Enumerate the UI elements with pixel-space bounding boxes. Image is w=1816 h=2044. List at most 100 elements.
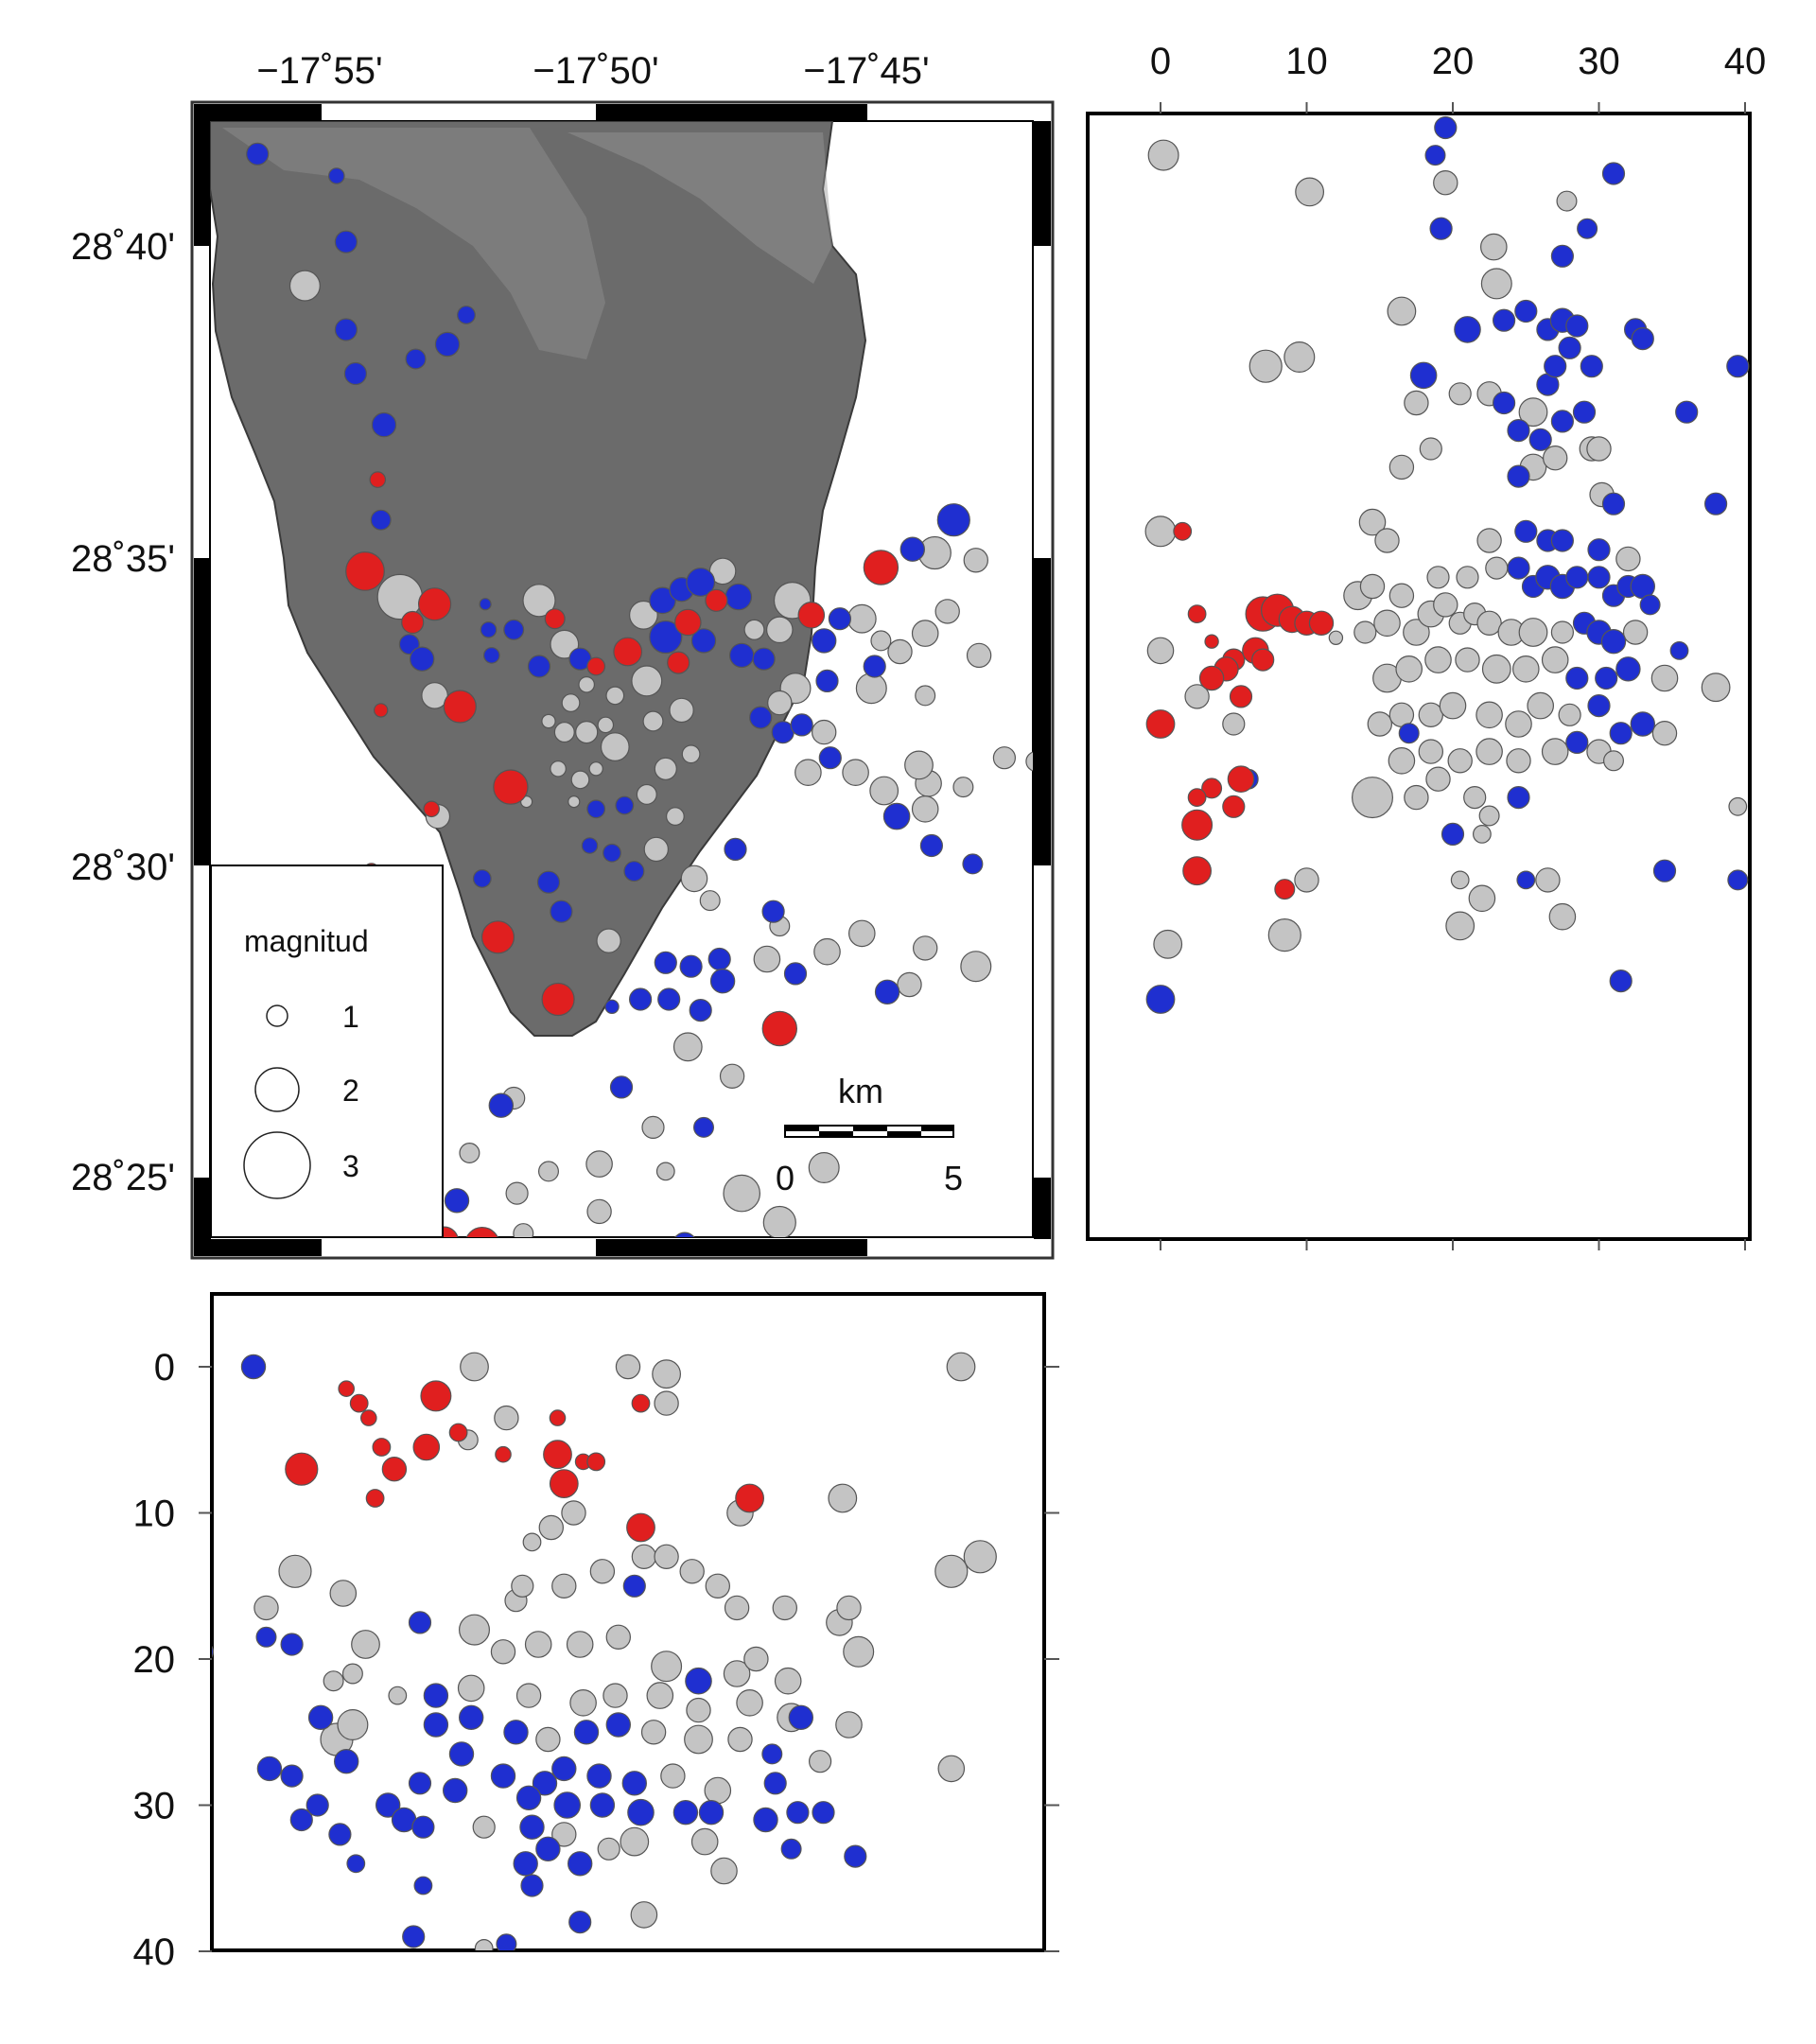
map-event-gray <box>636 783 657 805</box>
map-event-blue <box>457 306 476 324</box>
bottom-point-blue <box>346 1854 366 1874</box>
legend-circle-3 <box>243 1131 311 1199</box>
map-event-blue <box>649 620 683 655</box>
map-event-gray <box>794 759 822 786</box>
map-event-blue <box>674 1232 695 1237</box>
lat-tick-1: 28˚40' <box>71 226 175 268</box>
map-event-gray <box>904 750 934 780</box>
right-point-gray <box>1480 233 1508 261</box>
right-point-blue <box>1454 316 1481 343</box>
bottom-point-gray <box>337 1708 369 1740</box>
right-point-blue <box>1492 391 1516 415</box>
bottom-point-blue <box>622 1574 646 1598</box>
scale-unit: km <box>838 1072 883 1110</box>
scale-end-label: 5 <box>944 1159 963 1197</box>
right-panel-points <box>1144 115 1750 1014</box>
map-event-gray <box>963 548 989 573</box>
map-event-red <box>480 920 515 954</box>
bottom-point-gray <box>605 1624 632 1651</box>
right-point-red <box>1222 795 1246 818</box>
right-point-gray <box>1535 867 1561 893</box>
right-point-gray <box>1404 784 1429 811</box>
bottom-point-blue <box>780 1838 802 1860</box>
right-point-blue <box>1565 730 1589 755</box>
right-point-blue <box>1550 410 1575 433</box>
map-event-blue <box>692 1116 714 1138</box>
map-event-red <box>443 690 477 724</box>
right-point-gray <box>1144 515 1177 548</box>
bottom-point-red <box>359 1409 377 1426</box>
bottom-point-blue <box>568 1910 592 1934</box>
bottom-point-blue <box>788 1704 814 1731</box>
right-point-gray <box>1295 177 1324 207</box>
right-point-gray <box>1586 436 1612 462</box>
map-event-gray <box>808 1151 840 1183</box>
map-event-gray <box>654 757 677 780</box>
bottom-point-gray <box>323 1670 344 1692</box>
right-point-gray <box>1222 712 1246 736</box>
bottom-point-gray <box>566 1631 594 1658</box>
bottom-point-gray <box>774 1667 802 1695</box>
map-event-gray <box>568 795 581 809</box>
right-point-gray <box>1485 556 1509 580</box>
bottom-point-gray <box>743 1646 769 1672</box>
map-event-gray <box>600 732 630 761</box>
map-event-red <box>374 703 389 718</box>
map-event-gray <box>513 1223 534 1237</box>
bottom-point-blue <box>551 1756 577 1782</box>
lon-tick-2: −17˚50' <box>533 50 658 92</box>
bottom-point-gray <box>457 1674 485 1703</box>
right-point-red <box>1198 665 1225 691</box>
right-point-gray <box>1476 701 1503 729</box>
right-point-red <box>1187 604 1207 623</box>
right-point-gray <box>1445 911 1476 941</box>
map-event-gray <box>641 1115 665 1140</box>
right-x-tick-label: 30 <box>1578 41 1620 82</box>
map-event-red <box>613 637 643 667</box>
map-event-blue <box>527 655 551 678</box>
bottom-point-gray <box>946 1352 976 1382</box>
map-frame-right-bar-1 <box>1034 121 1051 246</box>
caldera-highlight <box>222 128 605 359</box>
bottom-point-gray <box>474 1939 494 1950</box>
right-point-gray <box>1651 721 1678 746</box>
scale-seg-2 <box>819 1131 853 1137</box>
right-point-gray <box>1433 592 1458 618</box>
bottom-point-blue <box>761 1743 783 1765</box>
map-event-gray <box>586 1198 612 1225</box>
right-point-gray <box>1541 738 1569 765</box>
bottom-point-blue <box>413 1876 433 1896</box>
bottom-point-red <box>543 1440 572 1470</box>
bottom-point-blue <box>411 1815 435 1839</box>
bottom-point-blue <box>448 1741 475 1767</box>
right-point-blue <box>1514 519 1538 543</box>
map-event-gray <box>847 919 876 948</box>
scale-bar: km 0 5 <box>776 1072 963 1197</box>
map-event-blue <box>919 833 944 858</box>
bottom-point-gray <box>736 1689 763 1717</box>
right-point-blue <box>1550 529 1575 552</box>
lat-tick-4: 28˚25' <box>71 1157 175 1198</box>
map-event-gray <box>585 1150 613 1178</box>
right-point-gray <box>1388 454 1415 480</box>
legend-circle-1 <box>266 1005 288 1027</box>
map-event-gray <box>672 1032 703 1062</box>
right-point-gray <box>1358 508 1387 536</box>
lon-tick-1: −17˚55' <box>256 50 382 92</box>
right-point-blue <box>1652 859 1677 882</box>
bottom-point-blue <box>289 1808 313 1832</box>
lat-tick-3: 28˚30' <box>71 847 175 888</box>
map-event-blue <box>761 900 785 923</box>
bottom-point-gray <box>538 1514 565 1541</box>
map-event-gray <box>575 720 599 744</box>
right-x-tick-label: 0 <box>1150 41 1171 82</box>
right-point-red <box>1204 634 1219 649</box>
bottom-point-gray <box>679 1559 705 1584</box>
right-point-gray <box>1541 646 1569 673</box>
bottom-point-gray <box>654 1544 679 1570</box>
right-point-gray <box>1481 654 1511 684</box>
right-point-gray <box>1476 610 1502 637</box>
bottom-point-gray <box>615 1354 641 1380</box>
bottom-y-tick-label: 30 <box>133 1786 176 1827</box>
island-shape <box>210 121 867 1037</box>
